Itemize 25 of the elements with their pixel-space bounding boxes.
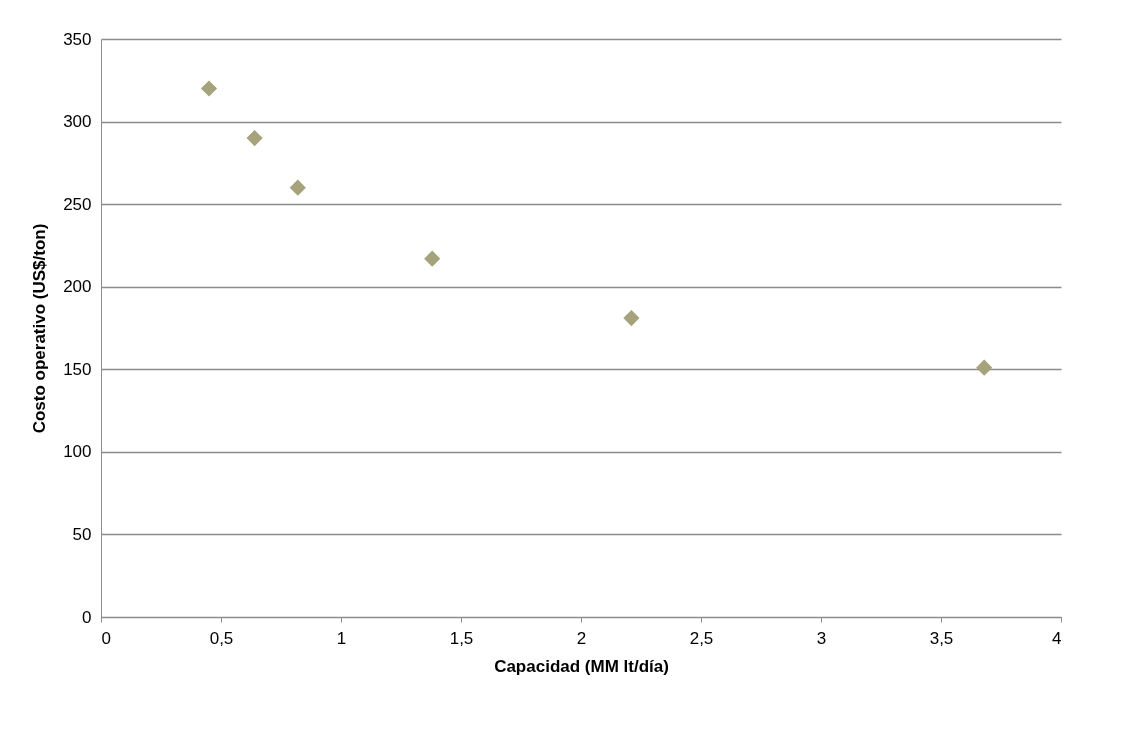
y-tick-label: 350 xyxy=(63,29,92,49)
x-axis-title: Capacidad (MM lt/día) xyxy=(494,656,669,676)
point xyxy=(246,130,263,147)
y-axis-title: Costo operativo (US$/ton) xyxy=(30,223,50,434)
x-tick-label: 2,5 xyxy=(689,628,714,648)
point xyxy=(424,250,441,267)
y-tick-label: 50 xyxy=(72,524,92,544)
y-tick-label: 250 xyxy=(63,194,92,214)
x-tick-label: 3,5 xyxy=(929,628,954,648)
y-tick-label: 100 xyxy=(63,442,92,462)
x-tick-label: 1 xyxy=(336,628,347,648)
y-tick-label: 300 xyxy=(63,112,92,132)
y-tick-label: 200 xyxy=(63,277,92,297)
point xyxy=(289,179,306,196)
x-tick-label: 0,5 xyxy=(209,628,234,648)
point xyxy=(623,310,640,327)
point xyxy=(976,359,993,376)
x-tick-label: 4 xyxy=(1052,628,1062,648)
x-tick-label: 2 xyxy=(576,628,587,648)
x-tick-label: 1,5 xyxy=(449,628,474,648)
x-tick-label: 0 xyxy=(101,628,111,648)
x-tick-label: 3 xyxy=(816,628,827,648)
y-tick-label: 0 xyxy=(82,607,92,627)
point xyxy=(200,80,218,97)
y-tick-label: 150 xyxy=(63,359,92,379)
